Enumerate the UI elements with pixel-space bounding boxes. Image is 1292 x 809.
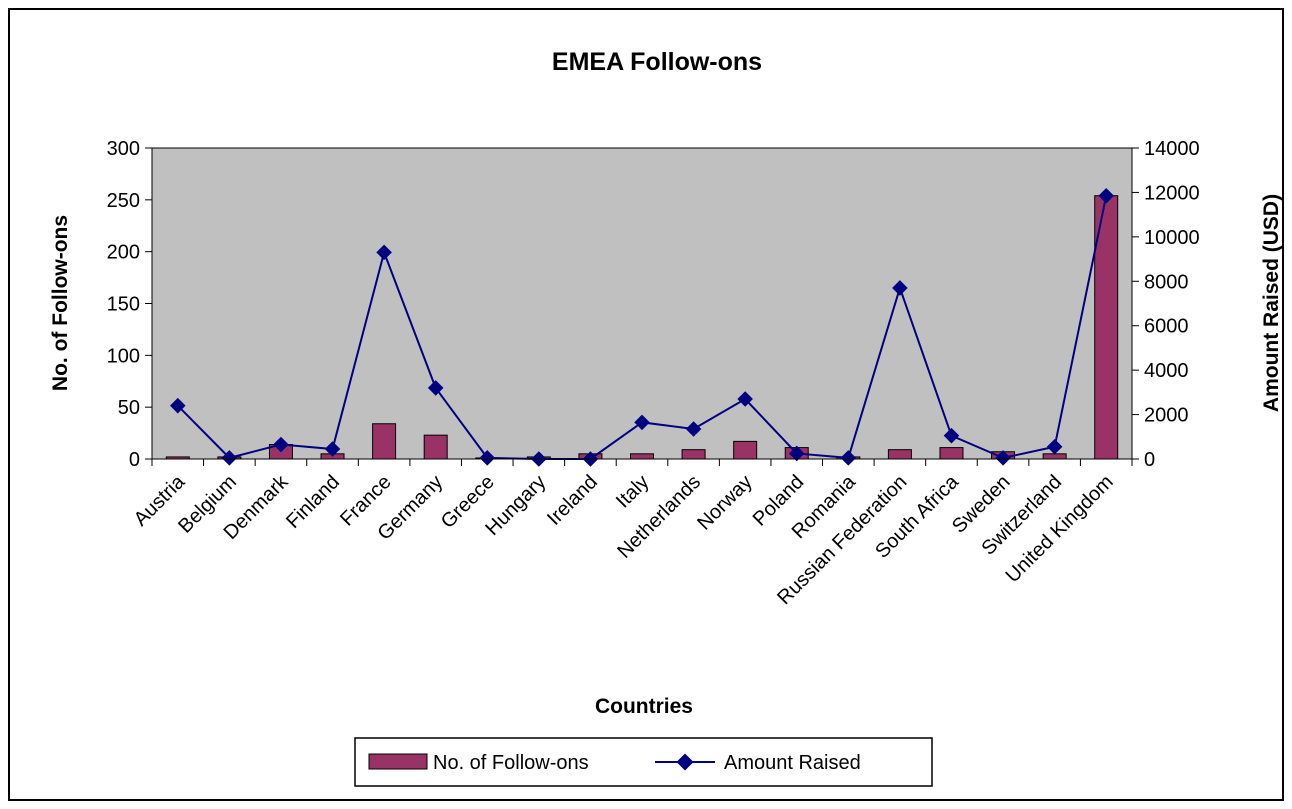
right-tick-label: 8000 xyxy=(1144,271,1189,293)
left-tick-label: 0 xyxy=(129,449,140,471)
right-tick-label: 12000 xyxy=(1144,182,1200,204)
left-tick-label: 200 xyxy=(107,242,140,264)
left-axis-ticks: 0 50 100 150 200 250 300 xyxy=(107,138,152,471)
legend-label-follow-ons: No. of Follow-ons xyxy=(433,752,589,774)
amount-raised-point xyxy=(1046,439,1063,455)
left-tick-label: 250 xyxy=(107,190,140,212)
bar xyxy=(630,453,654,460)
plot-area xyxy=(151,147,1133,460)
bar xyxy=(939,447,964,460)
category-label: Italy xyxy=(612,471,653,512)
bar xyxy=(733,440,758,460)
category-labels: AustriaBelgiumDenmarkFinlandFranceGerman… xyxy=(130,470,1118,609)
y2-axis-title: Amount Raised (USD) xyxy=(1260,194,1283,412)
legend: No. of Follow-ons Amount Raised xyxy=(354,737,933,787)
y-axis-title: No. of Follow-ons xyxy=(49,215,72,391)
right-tick-label: 14000 xyxy=(1144,138,1200,160)
amount-raised-point xyxy=(170,397,186,414)
left-tick-label: 150 xyxy=(107,294,140,316)
bar xyxy=(1042,453,1067,460)
right-tick-label: 10000 xyxy=(1144,227,1200,249)
left-tick-label: 300 xyxy=(107,138,140,160)
amount-raised-point xyxy=(1098,187,1114,204)
line-series xyxy=(170,187,1114,467)
category-label: Ireland xyxy=(543,471,602,530)
category-label: Norway xyxy=(693,471,756,534)
bar xyxy=(887,449,912,460)
right-tick-label: 2000 xyxy=(1144,405,1189,427)
right-axis-ticks: 0 2000 4000 6000 8000 10000 12000 14000 xyxy=(1132,138,1200,471)
bar xyxy=(372,423,397,460)
legend-box xyxy=(354,737,933,787)
right-tick-label: 0 xyxy=(1144,449,1155,471)
legend-label-amount-raised: Amount Raised xyxy=(724,752,861,774)
x-axis-title: Countries xyxy=(595,695,693,718)
amount-raised-point xyxy=(376,244,392,261)
legend-diamond-marker xyxy=(676,753,694,771)
bar xyxy=(423,434,448,460)
bar xyxy=(681,449,706,460)
amount-raised-point xyxy=(221,450,238,466)
chart-title: EMEA Follow-ons xyxy=(552,48,762,76)
x-axis-ticks xyxy=(151,459,1133,466)
category-label: Finland xyxy=(282,471,344,533)
left-tick-label: 50 xyxy=(118,397,140,419)
legend-bar-swatch xyxy=(368,753,428,770)
right-tick-label: 6000 xyxy=(1144,316,1189,338)
right-tick-label: 4000 xyxy=(1144,360,1189,382)
left-tick-label: 100 xyxy=(107,345,140,367)
